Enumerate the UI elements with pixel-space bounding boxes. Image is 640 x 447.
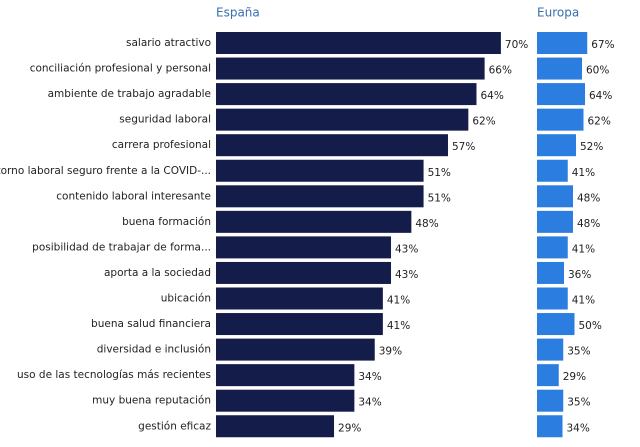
category-label: ambiente de trabajo agradable — [48, 88, 211, 100]
value-label: 62% — [472, 116, 495, 128]
value-label: 48% — [415, 218, 438, 230]
category-label: ubicación — [161, 293, 211, 305]
bar — [216, 210, 412, 233]
value-label: 35% — [567, 346, 590, 358]
value-label: 48% — [577, 192, 600, 204]
category-label: carrera profesional — [112, 139, 211, 151]
value-label: 64% — [480, 90, 503, 102]
bar — [537, 236, 568, 259]
value-label: 36% — [568, 269, 591, 281]
bar — [537, 134, 576, 157]
bar — [537, 83, 585, 106]
bar — [216, 364, 355, 387]
bar — [537, 287, 568, 310]
bar — [216, 389, 355, 412]
bar — [537, 57, 582, 80]
bar — [216, 338, 375, 361]
bar — [216, 32, 501, 54]
bar — [537, 108, 584, 131]
bar — [216, 83, 477, 106]
value-label: 29% — [563, 371, 586, 383]
category-label: uso de las tecnologías más recientes — [17, 369, 211, 381]
value-label: 41% — [572, 243, 595, 255]
bar — [537, 159, 568, 182]
bar — [216, 108, 469, 131]
value-label: 41% — [572, 167, 595, 179]
bar — [216, 236, 392, 259]
panel-title: España — [216, 6, 260, 20]
value-label: 29% — [338, 422, 361, 434]
value-label: 43% — [395, 269, 418, 281]
value-label: 50% — [579, 320, 602, 332]
value-label: 35% — [567, 397, 590, 409]
bar — [216, 134, 448, 157]
category-label: buena formación — [122, 216, 211, 228]
bar — [537, 364, 559, 387]
category-label: muy buena reputación — [92, 395, 211, 407]
value-label: 39% — [379, 346, 402, 358]
category-label: contenido laboral interesante — [56, 190, 211, 202]
bar — [216, 287, 383, 310]
value-label: 67% — [591, 39, 614, 51]
bar — [537, 32, 588, 54]
value-label: 64% — [589, 90, 612, 102]
bar — [537, 185, 573, 208]
category-label: diversidad e inclusión — [97, 344, 211, 356]
bar — [216, 185, 424, 208]
category-label: conciliación profesional y personal — [30, 63, 211, 75]
bar — [537, 210, 573, 233]
value-label: 34% — [358, 397, 381, 409]
value-label: 41% — [572, 295, 595, 307]
value-label: 34% — [358, 371, 381, 383]
panel-title: Europa — [537, 6, 579, 20]
category-label: posibilidad de trabajar de forma... — [32, 241, 211, 253]
value-label: 57% — [452, 141, 475, 153]
bar — [537, 313, 575, 336]
bar — [537, 389, 564, 412]
category-label: salario atractivo — [126, 37, 211, 49]
category-label: aporta a la sociedad — [104, 267, 211, 279]
bar — [537, 338, 564, 361]
value-label: 51% — [428, 192, 451, 204]
category-label: buena salud financiera — [91, 318, 211, 330]
value-label: 62% — [588, 116, 611, 128]
value-label: 48% — [577, 218, 600, 230]
bar — [537, 261, 564, 284]
bar — [216, 313, 383, 336]
bar — [537, 415, 563, 438]
category-label: entorno laboral seguro frente a la COVID… — [0, 165, 211, 177]
value-label: 51% — [428, 167, 451, 179]
value-label: 60% — [586, 65, 609, 77]
category-label: seguridad laboral — [119, 114, 211, 126]
value-label: 34% — [567, 422, 590, 434]
category-label: gestión eficaz — [138, 420, 211, 432]
value-label: 41% — [387, 320, 410, 332]
value-label: 52% — [580, 141, 603, 153]
bar — [216, 57, 485, 80]
value-label: 41% — [387, 295, 410, 307]
value-label: 43% — [395, 243, 418, 255]
bar — [216, 415, 335, 438]
bar — [216, 159, 424, 182]
bar — [216, 261, 392, 284]
value-label: 66% — [489, 65, 512, 77]
value-label: 70% — [505, 39, 528, 51]
